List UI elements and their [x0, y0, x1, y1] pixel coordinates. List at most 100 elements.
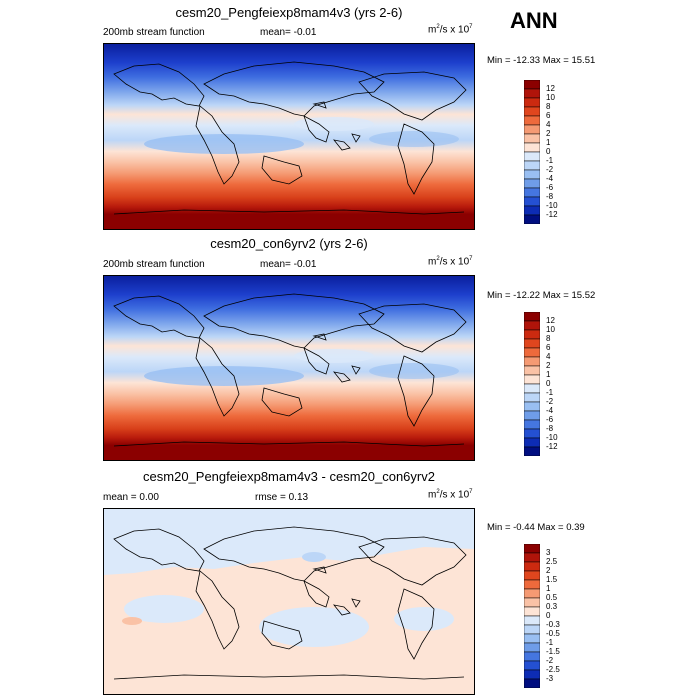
colorbar-tick-label: -0.3: [546, 620, 560, 629]
colorbar-swatch: [523, 205, 541, 216]
colorbar-swatch: [523, 115, 541, 126]
colorbar-swatch: [523, 579, 541, 590]
colorbar-tick-label: -8: [546, 192, 554, 201]
panel3-rmse-label: rmse = 0.13: [255, 492, 309, 503]
panel2-title: cesm20_con6yrv2 (yrs 2-6): [210, 236, 368, 251]
colorbar-tick-label: 8: [546, 102, 551, 111]
colorbar-tick-label: 1: [546, 138, 551, 147]
colorbar-tick-label: 0.3: [546, 602, 558, 611]
colorbar-swatch: [523, 543, 541, 554]
panel1-title: cesm20_Pengfeiexp8mam4v3 (yrs 2-6): [175, 5, 403, 20]
colorbar-tick-label: 1: [546, 370, 551, 379]
colorbar-tick-label: -6: [546, 183, 554, 192]
colorbar-tick-label: -2: [546, 397, 554, 406]
colorbar-swatch: [523, 79, 541, 90]
panel3-colorbar: [523, 543, 541, 689]
colorbar-swatch: [523, 187, 541, 198]
colorbar-tick-label: 1.5: [546, 575, 558, 584]
colorbar-tick-label: 12: [546, 316, 555, 325]
panel1-map: [103, 43, 475, 230]
colorbar-swatch: [523, 88, 541, 99]
panel1-colorbar-svg: [523, 79, 541, 225]
panel2-variable-label: 200mb stream function: [103, 259, 205, 270]
panel2-map: [103, 275, 475, 461]
season-label: ANN: [510, 8, 558, 33]
colorbar-tick-label: -1.5: [546, 647, 560, 656]
colorbar-swatch: [523, 437, 541, 448]
panel1-variable-label: 200mb stream function: [103, 27, 205, 38]
colorbar-tick-label: -12: [546, 210, 558, 219]
panel1-colorbar: [523, 79, 541, 225]
colorbar-swatch: [523, 428, 541, 439]
colorbar-swatch: [523, 151, 541, 162]
colorbar-tick-label: 2.5: [546, 557, 558, 566]
colorbar-swatch: [523, 160, 541, 171]
colorbar-tick-label: 3: [546, 548, 551, 557]
colorbar-swatch: [523, 97, 541, 108]
colorbar-swatch: [523, 410, 541, 421]
colorbar-tick-label: 4: [546, 352, 551, 361]
panel2-colorbar-svg: [523, 311, 541, 457]
colorbar-swatch: [523, 660, 541, 671]
colorbar-tick-label: -2: [546, 656, 554, 665]
colorbar-tick-label: -1: [546, 388, 554, 397]
colorbar-tick-label: -1: [546, 156, 554, 165]
colorbar-tick-label: 10: [546, 93, 555, 102]
colorbar-swatch: [523, 588, 541, 599]
panel1-mean-label: mean= -0.01: [260, 27, 317, 38]
colorbar-swatch: [523, 106, 541, 117]
colorbar-tick-label: -12: [546, 442, 558, 451]
colorbar-swatch: [523, 383, 541, 394]
colorbar-swatch: [523, 651, 541, 662]
colorbar-tick-label: 2: [546, 129, 551, 138]
colorbar-tick-label: 12: [546, 84, 555, 93]
colorbar-tick-label: -2.5: [546, 665, 560, 674]
colorbar-tick-label: -4: [546, 174, 554, 183]
colorbar-tick-label: 0: [546, 611, 551, 620]
colorbar-swatch: [523, 570, 541, 581]
colorbar-swatch: [523, 552, 541, 563]
colorbar-swatch: [523, 561, 541, 572]
panel3-coastlines: [113, 526, 467, 680]
panel2-colorbar: [523, 311, 541, 457]
panel2-minmax: Min = -12.22 Max = 15.52: [487, 290, 596, 301]
panel3-title: cesm20_Pengfeiexp8mam4v3 - cesm20_con6yr…: [143, 469, 435, 484]
colorbar-tick-label: 8: [546, 334, 551, 343]
colorbar-tick-label: 2: [546, 566, 551, 575]
colorbar-tick-label: 4: [546, 120, 551, 129]
colorbar-swatch: [523, 606, 541, 617]
colorbar-swatch: [523, 642, 541, 653]
colorbar-tick-label: -0.5: [546, 629, 560, 638]
colorbar-swatch: [523, 169, 541, 180]
colorbar-tick-label: 0.5: [546, 593, 558, 602]
colorbar-swatch: [523, 633, 541, 644]
colorbar-tick-label: -10: [546, 433, 558, 442]
panel2-coastlines: [113, 293, 467, 447]
panel3-units: m2/s x 107: [428, 489, 473, 501]
colorbar-tick-label: -10: [546, 201, 558, 210]
colorbar-swatch: [523, 597, 541, 608]
colorbar-swatch: [523, 374, 541, 385]
colorbar-swatch: [523, 678, 541, 689]
panel3-map: [103, 508, 475, 695]
colorbar-swatch: [523, 615, 541, 626]
colorbar-tick-label: 6: [546, 111, 551, 120]
panel2-units: m2/s x 107: [428, 256, 473, 268]
colorbar-swatch: [523, 124, 541, 135]
colorbar-tick-label: 0: [546, 147, 551, 156]
colorbar-tick-label: 0: [546, 379, 551, 388]
panel3-mean-label: mean = 0.00: [103, 492, 159, 503]
colorbar-swatch: [523, 446, 541, 457]
colorbar-tick-label: -6: [546, 415, 554, 424]
colorbar-swatch: [523, 142, 541, 153]
colorbar-swatch: [523, 401, 541, 412]
colorbar-swatch: [523, 320, 541, 331]
colorbar-swatch: [523, 356, 541, 367]
panel1-coastlines: [113, 61, 467, 215]
colorbar-swatch: [523, 214, 541, 225]
colorbar-swatch: [523, 329, 541, 340]
colorbar-tick-label: 6: [546, 343, 551, 352]
colorbar-tick-label: 2: [546, 361, 551, 370]
colorbar-swatch: [523, 178, 541, 189]
colorbar-tick-label: -4: [546, 406, 554, 415]
